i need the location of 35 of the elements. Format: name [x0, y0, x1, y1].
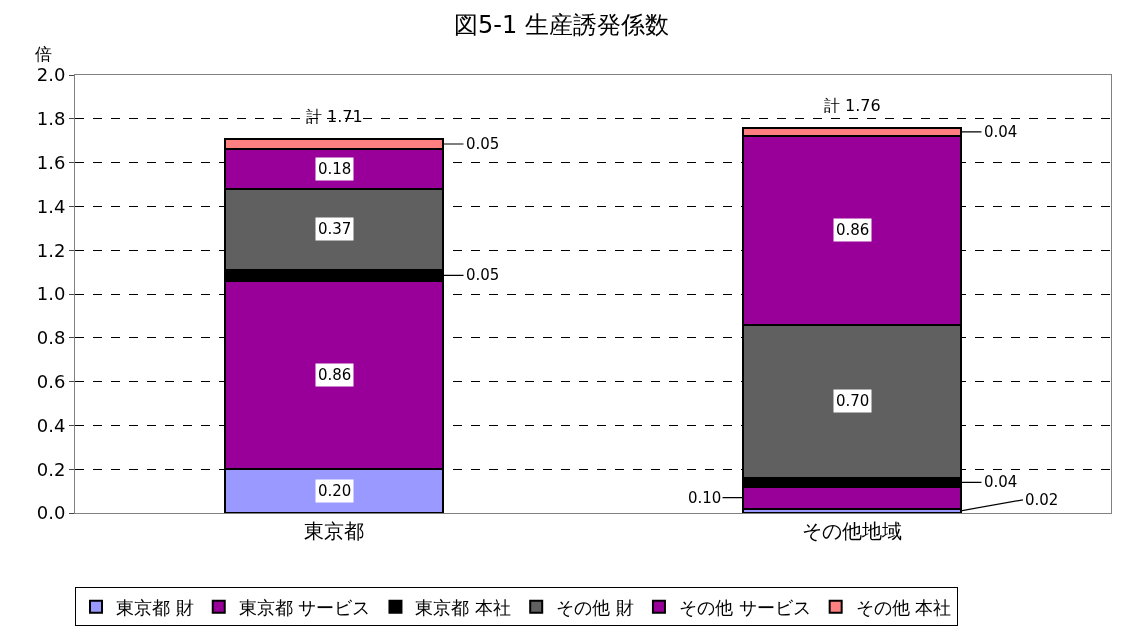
data-label: 0.70 [836, 392, 870, 410]
total-label: 計 1.76 [824, 96, 881, 115]
legend-label: 東京都 サービス [238, 596, 371, 618]
y-tick-label: 0.2 [36, 458, 66, 480]
y-tick-label: 1.4 [36, 195, 66, 217]
chart-title: 図5-1 生産誘発係数 [454, 10, 669, 39]
data-label: 0.10 [688, 489, 722, 507]
y-tick-label: 0.4 [36, 414, 66, 436]
data-label: 0.05 [466, 135, 500, 153]
y-tick-label: 0.8 [36, 327, 66, 349]
data-label: 0.02 [1025, 491, 1059, 509]
data-label: 0.86 [836, 221, 870, 239]
total-label: 計 1.71 [306, 107, 363, 126]
data-label: 0.20 [318, 482, 352, 500]
legend-label: 東京都 財 [116, 596, 194, 618]
y-tick-label: 1.8 [36, 108, 66, 130]
legend-label: 東京都 本社 [415, 596, 512, 618]
x-tick-label: その他地域 [802, 519, 902, 543]
y-tick-label: 1.6 [36, 151, 66, 173]
data-label: 0.05 [466, 266, 500, 284]
y-axis-title: 倍 [35, 44, 52, 64]
legend-label: その他 財 [556, 596, 634, 618]
y-tick-label: 0.6 [36, 370, 66, 392]
data-label: 0.04 [984, 473, 1018, 491]
legend-label: その他 本社 [855, 596, 952, 618]
data-label: 0.18 [318, 160, 352, 178]
y-tick-label: 1.2 [36, 239, 66, 261]
data-label: 0.86 [318, 366, 352, 384]
y-tick-label: 1.0 [36, 283, 66, 305]
y-tick-label: 2.0 [36, 64, 66, 86]
data-label: 0.04 [984, 123, 1018, 141]
legend-label: その他 サービス [678, 596, 811, 618]
x-tick-label: 東京都 [304, 519, 364, 543]
data-label: 0.37 [318, 220, 352, 238]
y-tick-label: 0.0 [36, 502, 66, 524]
